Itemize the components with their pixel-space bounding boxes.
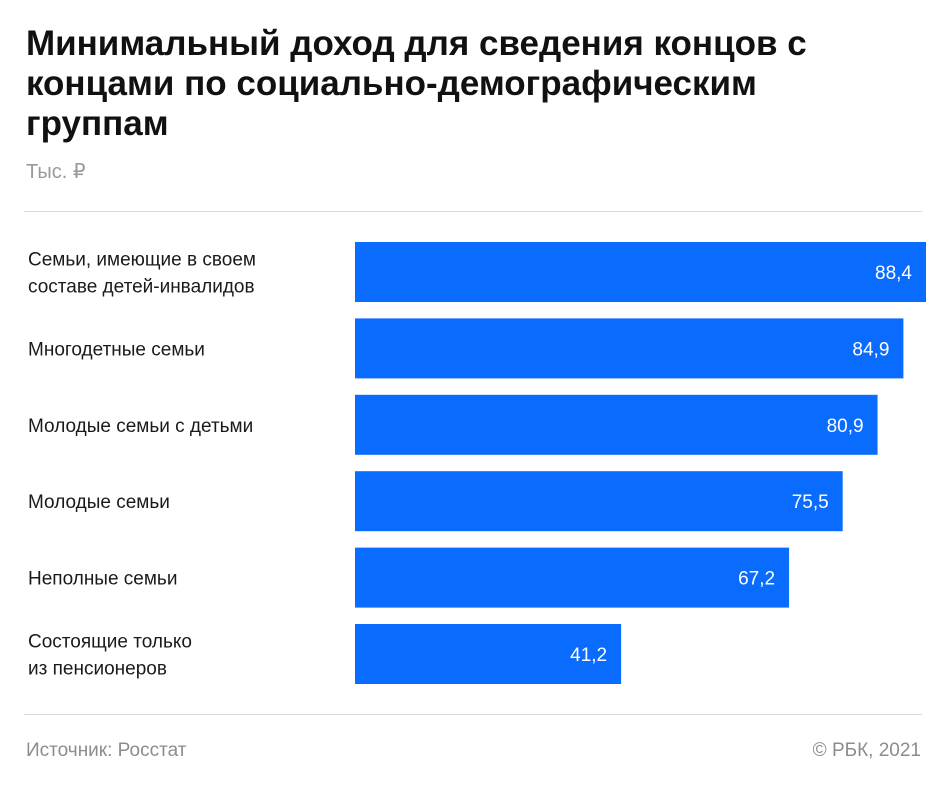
source-note: Источник: Росстат: [26, 740, 187, 761]
category-label-5-line-1: из пенсионеров: [28, 659, 167, 680]
copyright-note: © РБК, 2021: [812, 740, 921, 761]
bar-value-label-4: 67,2: [738, 569, 775, 590]
bar-value-label-2: 80,9: [827, 416, 864, 437]
category-label-4-line-0: Неполные семьи: [28, 569, 177, 590]
category-label-0-line-1: составе детей-инвалидов: [28, 277, 255, 298]
bar-value-label-5: 41,2: [570, 645, 607, 666]
category-label-2-line-0: Молодые семьи с детьми: [28, 416, 253, 437]
top-divider: [24, 211, 922, 212]
chart-unit: Тыс. ₽: [26, 161, 86, 183]
bar-4: [355, 547, 790, 608]
bar-value-label-0: 88,4: [875, 263, 912, 284]
chart-title: Минимальный доход для сведения концов с …: [26, 24, 807, 143]
bar-1: [355, 318, 904, 379]
bar-2: [355, 394, 878, 455]
bar-value-label-1: 84,9: [852, 339, 889, 360]
category-label-0-line-0: Семьи, имеющие в своем: [28, 250, 256, 271]
bar-chart: 88,4 Семьи, имеющие в своем составе детей-…: [28, 242, 926, 684]
bar-value-label-3: 75,5: [792, 492, 829, 513]
bar-5: [355, 624, 622, 684]
category-label-5-line-0: Состоящие только: [28, 632, 192, 653]
bottom-divider: [24, 714, 922, 715]
bar-3: [355, 471, 843, 532]
category-label-3-line-0: Молодые семьи: [28, 492, 170, 513]
category-label-1-line-0: Многодетные семьи: [28, 339, 205, 360]
bar-0: [355, 242, 926, 302]
